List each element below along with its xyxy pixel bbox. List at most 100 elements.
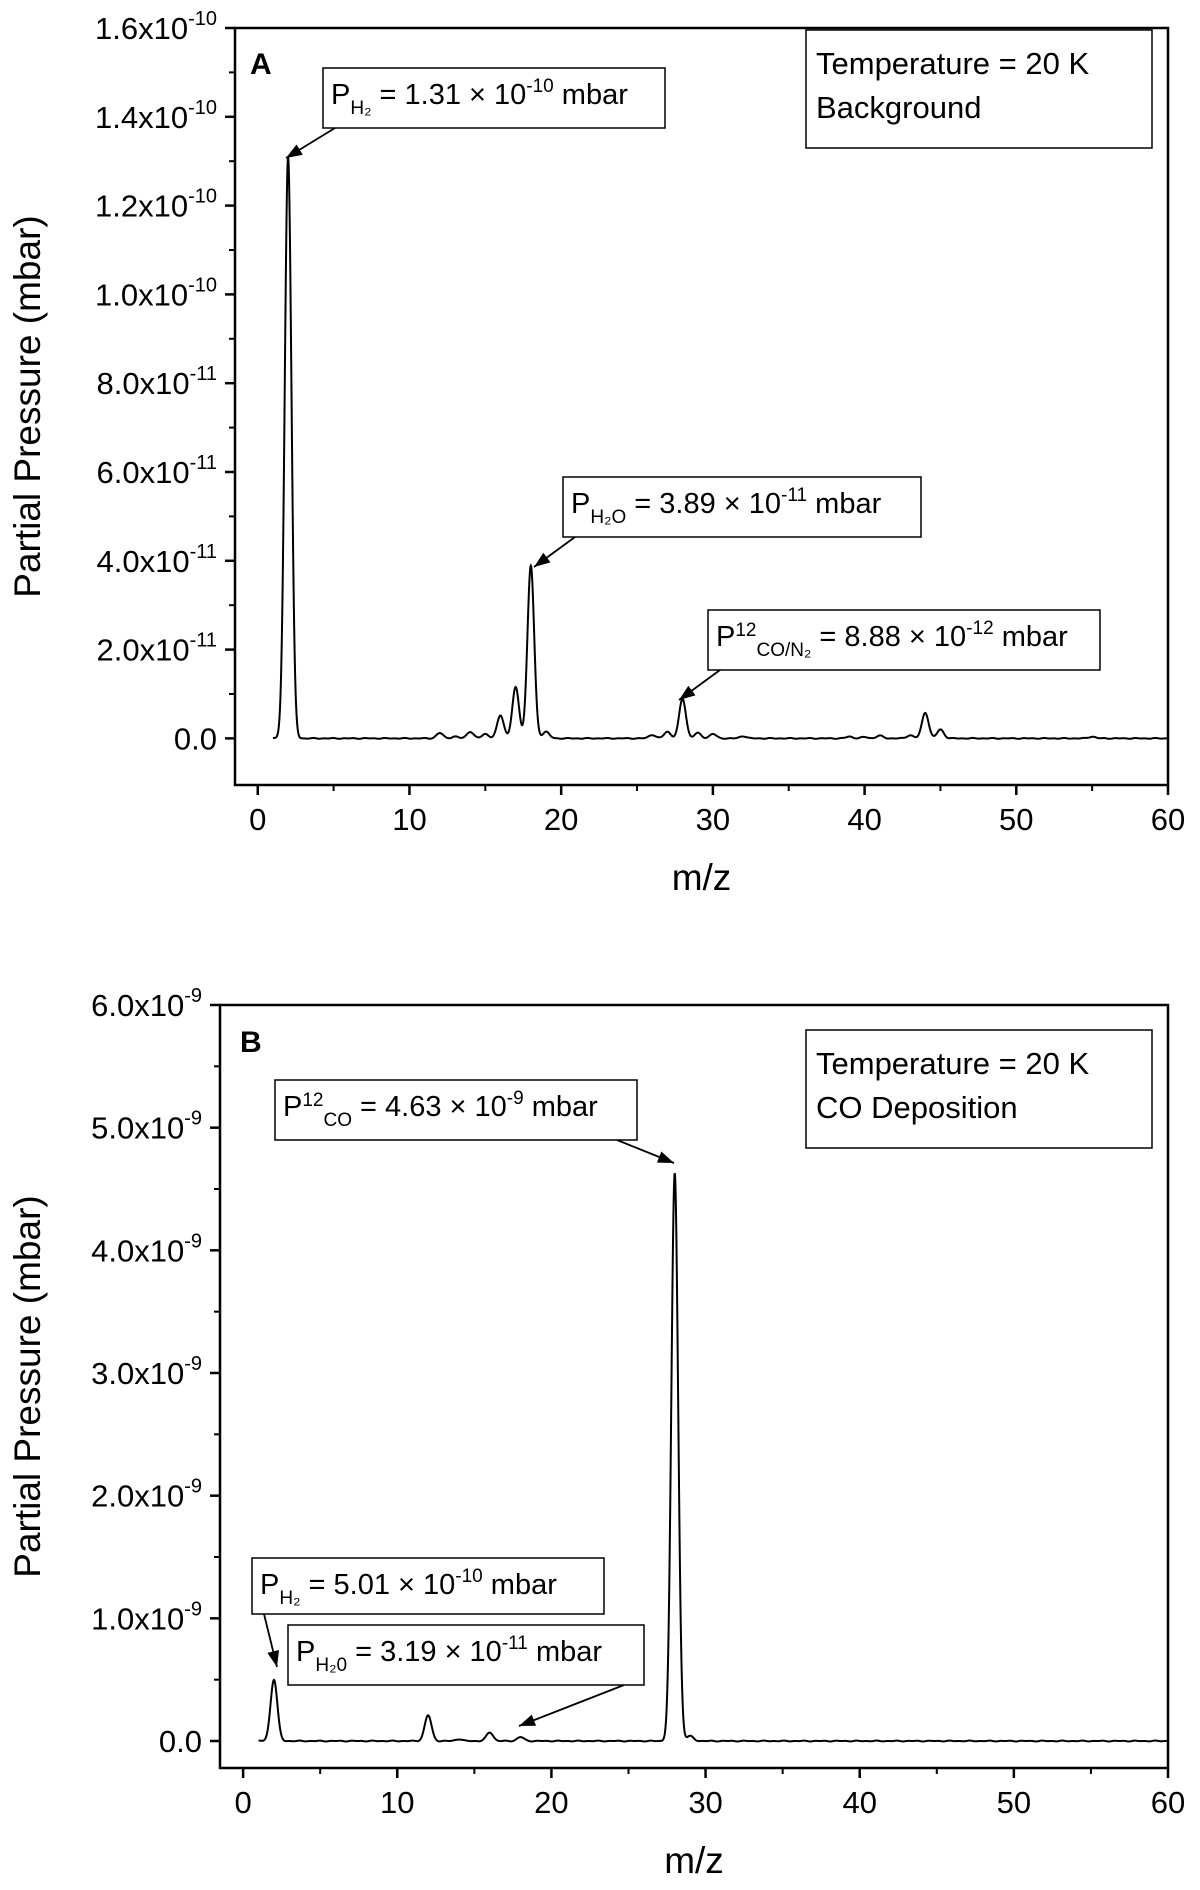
y-tick-exponent: -9 — [184, 985, 202, 1007]
annotation-exponent: -10 — [526, 76, 553, 97]
annotation-value: = 3.89 × 10 — [626, 488, 781, 520]
y-tick-label: 1.0x10-10 — [95, 274, 217, 312]
x-axis-title: m/z — [672, 857, 732, 898]
annotation-exponent: -11 — [781, 485, 807, 506]
annotation-subscript: H₂ — [350, 98, 371, 119]
y-tick-exponent: -11 — [190, 363, 217, 385]
annotation-superscript: 12 — [302, 1090, 323, 1111]
annotation-subscript: H₂O — [590, 507, 626, 528]
panel-label: B — [240, 1026, 262, 1059]
x-tick-label: 40 — [847, 802, 881, 837]
annotation-exponent: -12 — [966, 618, 993, 639]
y-tick-mantissa: 3.0x10 — [91, 1356, 184, 1391]
y-tick-mantissa: 1.4x10 — [95, 100, 188, 135]
y-tick-label: 1.4x10-10 — [95, 97, 217, 135]
x-tick-label: 30 — [688, 1785, 722, 1820]
annotation-value: = 4.63 × 10 — [352, 1091, 507, 1123]
y-tick-mantissa: 1.2x10 — [95, 189, 188, 224]
annotation-box — [287, 1624, 645, 1686]
y-tick-label: 8.0x10-11 — [97, 363, 218, 401]
panel-label: A — [250, 48, 272, 81]
annotation-exponent: -11 — [502, 1633, 528, 1654]
annotation-label: PH₂0 = 3.19 × 10-11 mbar — [296, 1633, 602, 1676]
y-tick-label: 6.0x10-9 — [91, 985, 202, 1023]
y-tick-exponent: -11 — [190, 452, 217, 474]
info-box — [805, 29, 1153, 149]
annotation-box — [562, 476, 922, 538]
y-tick-mantissa: 6.0x10 — [97, 455, 190, 490]
annotation-subscript: H₂0 — [315, 1655, 347, 1676]
y-tick-mantissa: 4.0x10 — [97, 544, 190, 579]
plot-frame — [218, 1003, 1170, 1770]
y-tick-label: 1.2x10-10 — [95, 186, 217, 224]
y-tick-exponent: -9 — [184, 1476, 202, 1498]
annotation-exponent: -10 — [455, 1566, 482, 1587]
info-box-line: CO Deposition — [816, 1090, 1018, 1125]
annotation-unit: mbar — [807, 488, 881, 520]
y-tick-label: 1.6x10-10 — [95, 8, 217, 46]
annotation-subscript: CO/N₂ — [756, 640, 811, 661]
y-tick-exponent: -10 — [188, 186, 217, 208]
x-tick-label: 20 — [534, 1785, 568, 1820]
y-tick-label: 4.0x10-11 — [97, 541, 218, 579]
y-tick-mantissa: 1.0x10 — [95, 277, 188, 312]
annotation-value: = 5.01 × 10 — [300, 1569, 455, 1601]
annotation-arrowhead — [286, 144, 303, 158]
annotation-base: P — [571, 488, 590, 520]
annotation-label: PH₂O = 3.89 × 10-11 mbar — [571, 485, 882, 528]
annotation-unit: mbar — [524, 1091, 598, 1123]
annotation-superscript: 12 — [735, 620, 756, 641]
annotation-subscript: H₂ — [279, 1588, 300, 1609]
annotation-box — [274, 1079, 638, 1141]
y-tick-label: 0.0 — [174, 721, 217, 756]
annotation-arrowhead — [267, 1650, 280, 1667]
annotation-base: P — [283, 1091, 302, 1123]
info-box-line: Background — [816, 90, 981, 125]
annotation-label: P12CO = 4.63 × 10-9 mbar — [283, 1088, 598, 1131]
y-tick-label: 4.0x10-9 — [91, 1230, 202, 1268]
y-tick-mantissa: 8.0x10 — [97, 366, 190, 401]
x-tick-label: 20 — [544, 802, 578, 837]
y-axis-title: Partial Pressure (mbar) — [7, 215, 48, 597]
annotation-unit: mbar — [528, 1636, 602, 1668]
y-tick-mantissa: 6.0x10 — [91, 988, 184, 1023]
y-tick-label: 2.0x10-9 — [91, 1476, 202, 1514]
x-tick-label: 0 — [234, 1785, 251, 1820]
spectrum-line — [272, 156, 1169, 740]
y-tick-mantissa: 1.6x10 — [95, 11, 188, 46]
y-tick-exponent: -11 — [190, 541, 217, 563]
annotation-unit: mbar — [483, 1569, 557, 1601]
annotation-subscript: CO — [323, 1110, 352, 1131]
annotation-box — [707, 609, 1101, 671]
annotation-base: P — [331, 79, 350, 111]
annotation-arrowhead — [534, 552, 551, 567]
annotation-base: P — [260, 1569, 279, 1601]
y-tick-mantissa: 2.0x10 — [91, 1479, 184, 1514]
info-box-line: Temperature = 20 K — [816, 46, 1089, 81]
y-tick-exponent: -10 — [188, 8, 217, 30]
y-tick-exponent: -10 — [188, 97, 217, 119]
y-tick-label: 6.0x10-11 — [97, 452, 218, 490]
x-tick-label: 10 — [392, 802, 426, 837]
y-axis-title: Partial Pressure (mbar) — [7, 1195, 48, 1577]
annotation-unit: mbar — [994, 621, 1068, 653]
y-tick-mantissa: 5.0x10 — [91, 1111, 184, 1146]
info-box-line: Temperature = 20 K — [816, 1046, 1089, 1081]
y-tick-mantissa: 2.0x10 — [97, 633, 190, 668]
annotation-label: P12CO/N₂ = 8.88 × 10-12 mbar — [716, 618, 1068, 661]
y-tick-exponent: -10 — [188, 274, 217, 296]
y-tick-exponent: -9 — [184, 1598, 202, 1620]
annotation-unit: mbar — [554, 79, 628, 111]
y-tick-exponent: -11 — [190, 630, 217, 652]
y-tick-label: 3.0x10-9 — [91, 1353, 202, 1391]
y-tick-label: 5.0x10-9 — [91, 1108, 202, 1146]
y-tick-exponent: -9 — [184, 1108, 202, 1130]
annotation-label: PH₂ = 5.01 × 10-10 mbar — [260, 1566, 557, 1609]
y-tick-exponent: -9 — [184, 1353, 202, 1375]
annotation-arrow — [518, 1684, 625, 1727]
x-tick-label: 50 — [997, 1785, 1031, 1820]
x-tick-label: 40 — [842, 1785, 876, 1820]
annotation-arrowhead — [656, 1151, 674, 1163]
chart-panel-A: 0 10 20 30 40 50 600.02.0x10-114.0x10-116.0x10… — [7, 8, 1185, 898]
